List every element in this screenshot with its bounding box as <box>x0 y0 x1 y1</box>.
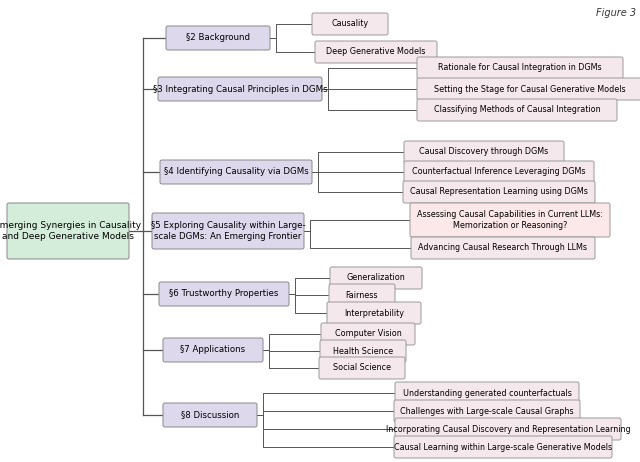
Text: Setting the Stage for Causal Generative Models: Setting the Stage for Causal Generative … <box>434 85 626 93</box>
Text: Generalization: Generalization <box>347 274 405 282</box>
Text: Causal Representation Learning using DGMs: Causal Representation Learning using DGM… <box>410 188 588 196</box>
Text: Counterfactual Inference Leveraging DGMs: Counterfactual Inference Leveraging DGMs <box>412 168 586 176</box>
FancyBboxPatch shape <box>417 57 623 79</box>
FancyBboxPatch shape <box>330 267 422 289</box>
Text: §7 Applications: §7 Applications <box>180 346 246 354</box>
FancyBboxPatch shape <box>394 436 612 458</box>
Text: Understanding generated counterfactuals: Understanding generated counterfactuals <box>403 389 572 397</box>
Text: Figure 3: Figure 3 <box>596 8 636 18</box>
FancyBboxPatch shape <box>327 302 421 324</box>
Text: §4 Identifying Causality via DGMs: §4 Identifying Causality via DGMs <box>164 168 308 176</box>
FancyBboxPatch shape <box>410 203 610 237</box>
FancyBboxPatch shape <box>404 141 564 163</box>
FancyBboxPatch shape <box>321 323 415 345</box>
FancyBboxPatch shape <box>163 403 257 427</box>
FancyBboxPatch shape <box>158 77 322 101</box>
Text: Incorporating Causal Discovery and Representation Learning: Incorporating Causal Discovery and Repre… <box>386 425 630 433</box>
Text: Health Science: Health Science <box>333 346 393 355</box>
FancyBboxPatch shape <box>320 340 406 362</box>
FancyBboxPatch shape <box>394 400 580 422</box>
Text: Interpretability: Interpretability <box>344 309 404 317</box>
Text: Emerging Synergies in Causality
and Deep Generative Models: Emerging Synergies in Causality and Deep… <box>0 221 141 241</box>
FancyBboxPatch shape <box>152 213 304 249</box>
Text: Causal Discovery through DGMs: Causal Discovery through DGMs <box>419 147 548 157</box>
FancyBboxPatch shape <box>417 99 617 121</box>
Text: §8 Discussion: §8 Discussion <box>181 411 239 419</box>
Text: Assessing Causal Capabilities in Current LLMs:
Memorization or Reasoning?: Assessing Causal Capabilities in Current… <box>417 210 603 230</box>
Text: Computer Vision: Computer Vision <box>335 329 401 339</box>
FancyBboxPatch shape <box>417 78 640 100</box>
FancyBboxPatch shape <box>329 284 395 306</box>
Text: §6 Trustworthy Properties: §6 Trustworthy Properties <box>170 290 278 298</box>
Text: Causality: Causality <box>332 19 369 29</box>
FancyBboxPatch shape <box>312 13 388 35</box>
FancyBboxPatch shape <box>315 41 437 63</box>
FancyBboxPatch shape <box>163 338 263 362</box>
Text: Fairness: Fairness <box>346 291 378 299</box>
FancyBboxPatch shape <box>395 418 621 440</box>
FancyBboxPatch shape <box>7 203 129 259</box>
FancyBboxPatch shape <box>160 160 312 184</box>
FancyBboxPatch shape <box>411 237 595 259</box>
FancyBboxPatch shape <box>403 181 595 203</box>
Text: Classifying Methods of Causal Integration: Classifying Methods of Causal Integratio… <box>434 105 600 115</box>
FancyBboxPatch shape <box>395 382 579 404</box>
FancyBboxPatch shape <box>159 282 289 306</box>
Text: Causal Learning within Large-scale Generative Models: Causal Learning within Large-scale Gener… <box>394 443 612 451</box>
Text: Deep Generative Models: Deep Generative Models <box>326 48 426 56</box>
Text: Challenges with Large-scale Causal Graphs: Challenges with Large-scale Causal Graph… <box>400 407 574 415</box>
FancyBboxPatch shape <box>319 357 405 379</box>
Text: §5 Exploring Causality within Large-
scale DGMs: An Emerging Frontier: §5 Exploring Causality within Large- sca… <box>150 221 305 241</box>
Text: Social Science: Social Science <box>333 364 391 372</box>
Text: Rationale for Causal Integration in DGMs: Rationale for Causal Integration in DGMs <box>438 63 602 73</box>
Text: Advancing Causal Research Through LLMs: Advancing Causal Research Through LLMs <box>419 243 588 253</box>
Text: §2 Background: §2 Background <box>186 34 250 43</box>
Text: §3 Integrating Causal Principles in DGMs: §3 Integrating Causal Principles in DGMs <box>153 85 327 93</box>
FancyBboxPatch shape <box>404 161 594 183</box>
FancyBboxPatch shape <box>166 26 270 50</box>
